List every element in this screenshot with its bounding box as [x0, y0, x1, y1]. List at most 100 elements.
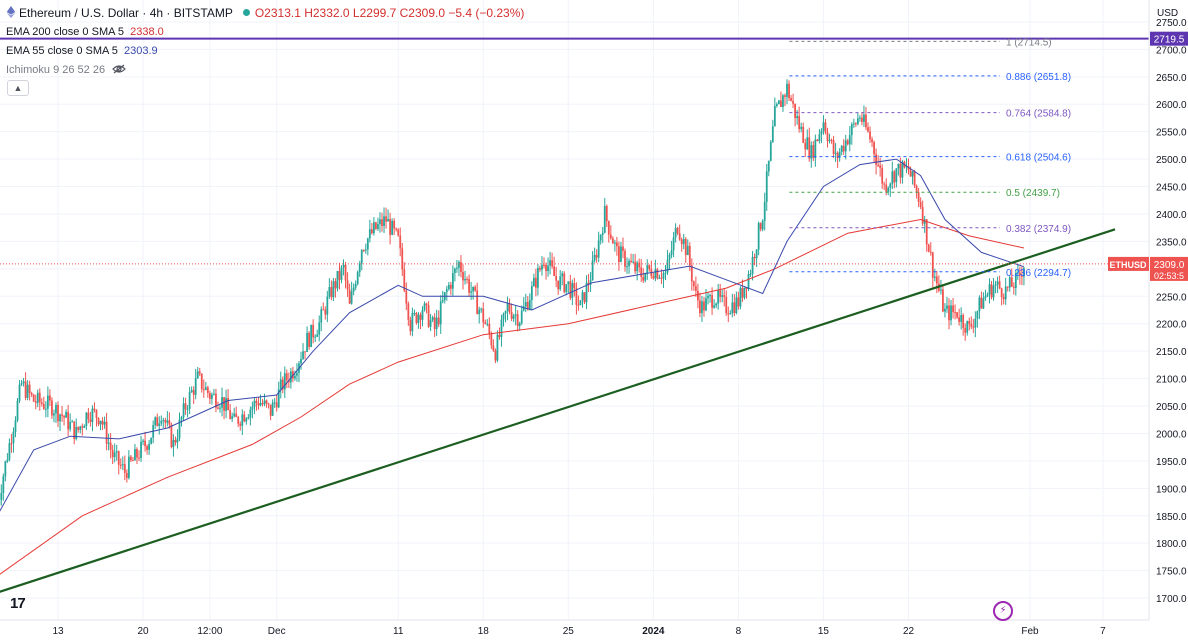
ema200-value: 2338.0: [130, 26, 164, 38]
candle-up: [769, 141, 772, 161]
candle-down: [684, 238, 687, 256]
flash-icon[interactable]: ⚡: [993, 601, 1013, 621]
candle-down: [516, 314, 519, 327]
candle-up: [75, 426, 78, 439]
fib-level-label: 0.618 (2504.6): [1006, 153, 1071, 164]
candle-down: [802, 126, 805, 143]
candle-up: [150, 437, 153, 444]
candle-down: [846, 140, 849, 145]
candle-down: [970, 324, 973, 327]
candle-up: [421, 310, 424, 320]
collapse-legend-button[interactable]: ▲: [7, 80, 29, 96]
candle-up: [65, 411, 67, 418]
candle-up: [470, 291, 472, 293]
candle-up: [911, 171, 914, 177]
candle-down: [208, 393, 211, 399]
candle-up: [271, 402, 274, 416]
fibonacci-retracement[interactable]: 1 (2714.5) 0.886 (2651.8) 0.764 (2584.8) 0.…: [789, 37, 1071, 279]
candle-down: [405, 290, 408, 304]
candle-up: [994, 284, 997, 286]
currency-label: USD: [1157, 8, 1179, 19]
candle-down: [913, 171, 916, 186]
candle-down: [873, 142, 875, 155]
candle-up: [765, 171, 768, 202]
last-price-tag: [1150, 256, 1188, 281]
candle-up: [668, 254, 671, 260]
candle-up: [134, 449, 136, 461]
candle-up: [786, 83, 788, 97]
tradingview-logo[interactable]: 17: [10, 595, 26, 612]
candle-down: [794, 103, 796, 119]
candle-down: [609, 234, 612, 239]
candle-up: [565, 284, 568, 292]
candle-up: [373, 222, 375, 234]
candle-up: [838, 151, 841, 159]
candle-down: [980, 297, 983, 309]
candle-up: [585, 282, 588, 303]
candle-down: [804, 142, 807, 150]
candle-down: [255, 400, 258, 404]
candle-up: [601, 232, 604, 235]
symbol-title[interactable]: Ethereum / U.S. Dollar · 4h · BITSTAMP: [19, 6, 233, 20]
candle-up: [541, 264, 543, 270]
candle-up: [225, 398, 227, 411]
symbol-tag: [1108, 256, 1149, 271]
candle-up: [571, 283, 574, 298]
candle-down: [109, 442, 112, 450]
candle-down: [370, 229, 373, 234]
candle-up: [107, 442, 110, 444]
candle-down: [223, 397, 225, 411]
candle-up: [16, 400, 19, 421]
ichimoku-legend[interactable]: Ichimoku 9 26 52 26: [6, 64, 126, 76]
candle-down: [1021, 275, 1023, 277]
candle-up: [2, 476, 5, 493]
candle-up: [763, 201, 766, 221]
candle-down: [32, 394, 35, 402]
candle-down: [788, 83, 790, 99]
x-tick-label: 11: [393, 626, 404, 637]
candle-up: [447, 284, 450, 290]
symbol-tag-label: ETHUSD: [1109, 260, 1147, 270]
candle-up: [820, 130, 823, 135]
candle-up: [775, 104, 778, 106]
candle-up: [340, 267, 343, 280]
candle-down: [425, 303, 428, 306]
candle-up: [458, 262, 460, 268]
candle-up: [4, 461, 7, 477]
candle-down: [917, 192, 920, 202]
candle-down: [972, 326, 975, 328]
candle-up: [757, 223, 760, 250]
candle-down: [492, 345, 495, 351]
candle-down: [61, 414, 63, 417]
candle-up: [897, 163, 900, 169]
candle-down: [168, 420, 171, 425]
ema55-legend[interactable]: EMA 55 close 0 SMA 5 2303.9: [6, 45, 158, 57]
candle-up: [528, 300, 531, 310]
candle-down: [877, 164, 880, 166]
candle-down: [287, 380, 290, 383]
candle-up: [933, 276, 936, 278]
candle-down: [624, 250, 626, 267]
candle-down: [616, 242, 618, 247]
candle-down: [719, 290, 722, 297]
candle-down: [385, 216, 387, 222]
support-trendline[interactable]: [0, 228, 1116, 593]
candle-down: [466, 278, 468, 280]
candle-up: [859, 117, 861, 119]
candle-up: [342, 264, 345, 268]
ema200-legend[interactable]: EMA 200 close 0 SMA 5 2338.0: [6, 26, 164, 38]
candle-up: [454, 268, 456, 273]
candle-down: [63, 416, 65, 418]
candle-down: [842, 145, 845, 152]
candle-down: [433, 317, 436, 330]
candle-down: [790, 98, 792, 101]
candle-up: [277, 389, 280, 408]
candle-up: [773, 105, 776, 127]
candle-up: [743, 287, 746, 298]
candle-down: [24, 381, 27, 398]
hidden-eye-icon[interactable]: [112, 64, 126, 74]
candle-up: [302, 351, 304, 360]
candle-down: [419, 314, 422, 320]
